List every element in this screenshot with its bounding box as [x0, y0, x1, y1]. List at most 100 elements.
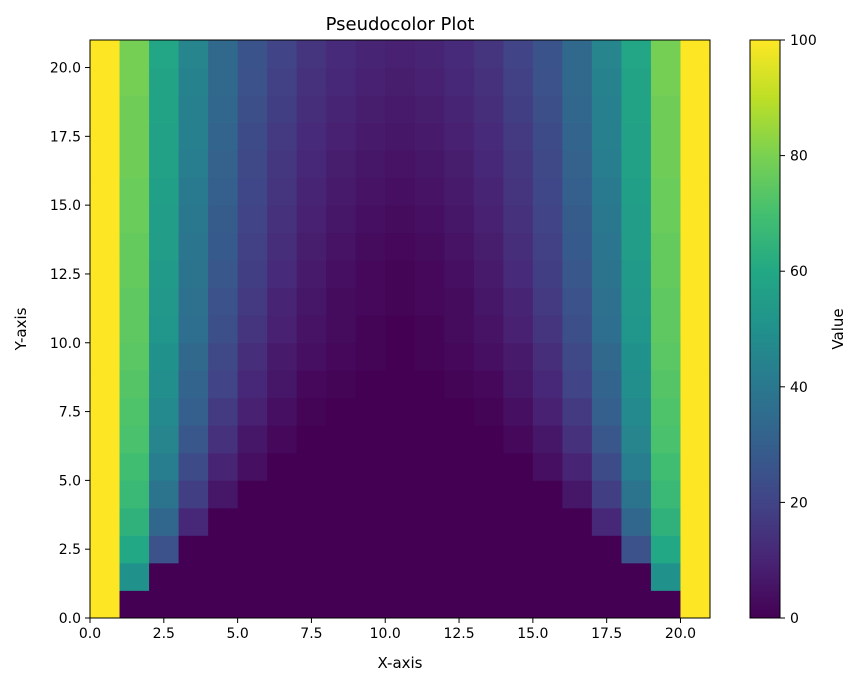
- heatmap-cell: [414, 205, 445, 234]
- heatmap-cell: [267, 480, 298, 509]
- heatmap-cell: [178, 205, 209, 234]
- heatmap-cell: [119, 370, 150, 399]
- heatmap-cell: [473, 205, 504, 234]
- heatmap-cell: [326, 67, 357, 96]
- heatmap-cell: [90, 590, 120, 619]
- heatmap-cell: [237, 40, 268, 68]
- heatmap-cell: [355, 95, 386, 123]
- heatmap-cell: [178, 150, 209, 179]
- heatmap-cell: [562, 562, 593, 591]
- heatmap-cell: [473, 315, 504, 344]
- heatmap-cell: [119, 40, 150, 68]
- heatmap-cell: [473, 562, 504, 591]
- heatmap-cell: [444, 67, 475, 96]
- heatmap-cell: [296, 342, 327, 371]
- heatmap-cell: [414, 232, 445, 261]
- heatmap-cell: [591, 590, 622, 619]
- x-tick-label: 15.0: [517, 626, 548, 642]
- heatmap-cell: [326, 287, 357, 316]
- heatmap-cell: [591, 95, 622, 123]
- heatmap-cell: [296, 177, 327, 206]
- heatmap-cell: [178, 122, 209, 151]
- heatmap-cell: [444, 342, 475, 371]
- heatmap-cell: [149, 425, 179, 454]
- heatmap-cell: [119, 315, 150, 344]
- heatmap-cell: [90, 287, 120, 316]
- heatmap-cell: [237, 122, 268, 151]
- heatmap-cell: [237, 287, 268, 316]
- heatmap-cell: [385, 397, 416, 426]
- heatmap-cell: [296, 315, 327, 344]
- heatmap-cell: [149, 232, 179, 261]
- heatmap-cell: [296, 40, 327, 68]
- heatmap-cell: [385, 177, 416, 206]
- heatmap-cell: [296, 95, 327, 123]
- heatmap-cell: [149, 397, 179, 426]
- heatmap-cell: [444, 287, 475, 316]
- heatmap-cell: [680, 67, 711, 96]
- heatmap-cell: [296, 370, 327, 399]
- heatmap-cell: [178, 40, 209, 68]
- heatmap-cell: [355, 535, 386, 564]
- heatmap-cell: [267, 40, 298, 68]
- heatmap-cell: [444, 177, 475, 206]
- heatmap-cell: [178, 452, 209, 481]
- heatmap-cell: [650, 342, 681, 371]
- colorbar-tick-label: 100: [790, 33, 817, 49]
- heatmap-cell: [90, 452, 120, 481]
- heatmap-cell: [621, 150, 652, 179]
- heatmap-cell: [90, 342, 120, 371]
- chart-title: Pseudocolor Plot: [326, 14, 475, 35]
- heatmap-cell: [444, 370, 475, 399]
- heatmap-cell: [503, 287, 534, 316]
- heatmap-cell: [355, 425, 386, 454]
- heatmap-cell: [650, 122, 681, 151]
- heatmap-cell: [208, 507, 239, 536]
- heatmap-cell: [237, 150, 268, 179]
- heatmap-cell: [503, 535, 534, 564]
- heatmap-cell: [591, 122, 622, 151]
- heatmap-cell: [503, 232, 534, 261]
- heatmap-cell: [680, 150, 711, 179]
- heatmap-cell: [208, 40, 239, 68]
- heatmap-cell: [562, 150, 593, 179]
- heatmap-cell: [267, 177, 298, 206]
- heatmap-cell: [90, 150, 120, 179]
- heatmap-cell: [355, 342, 386, 371]
- heatmap-cell: [296, 67, 327, 96]
- heatmap-cell: [473, 150, 504, 179]
- heatmap-cell: [296, 122, 327, 151]
- heatmap-cell: [326, 452, 357, 481]
- heatmap-cell: [414, 95, 445, 123]
- heatmap-cell: [355, 40, 386, 68]
- heatmap-cell: [650, 425, 681, 454]
- heatmap-cell: [208, 535, 239, 564]
- heatmap-cell: [503, 40, 534, 68]
- heatmap-cell: [650, 480, 681, 509]
- heatmap-cell: [591, 452, 622, 481]
- heatmap-cell: [90, 122, 120, 151]
- heatmap-cell: [621, 370, 652, 399]
- heatmap-cell: [473, 177, 504, 206]
- heatmap-cell: [296, 260, 327, 289]
- heatmap-cell: [680, 287, 711, 316]
- heatmap-cell: [355, 287, 386, 316]
- heatmap-cell: [208, 590, 239, 619]
- heatmap-cell: [562, 480, 593, 509]
- x-axis-ticks: 0.0 2.5 5.0 7.5 10.0 12.5 15.0 17.5 20.0: [79, 618, 696, 642]
- heatmap-cell: [562, 397, 593, 426]
- heatmap-cell: [562, 232, 593, 261]
- heatmap-cell: [355, 590, 386, 619]
- heatmap-cell: [355, 507, 386, 536]
- heatmap-cell: [208, 150, 239, 179]
- heatmap-cell: [621, 480, 652, 509]
- heatmap-cell: [385, 260, 416, 289]
- heatmap-cell: [326, 562, 357, 591]
- heatmap-cell: [90, 535, 120, 564]
- heatmap-cell: [326, 342, 357, 371]
- y-tick-label: 5.0: [59, 473, 81, 489]
- heatmap-cell: [532, 122, 563, 151]
- heatmap-cell: [444, 507, 475, 536]
- x-tick-label: 10.0: [370, 626, 401, 642]
